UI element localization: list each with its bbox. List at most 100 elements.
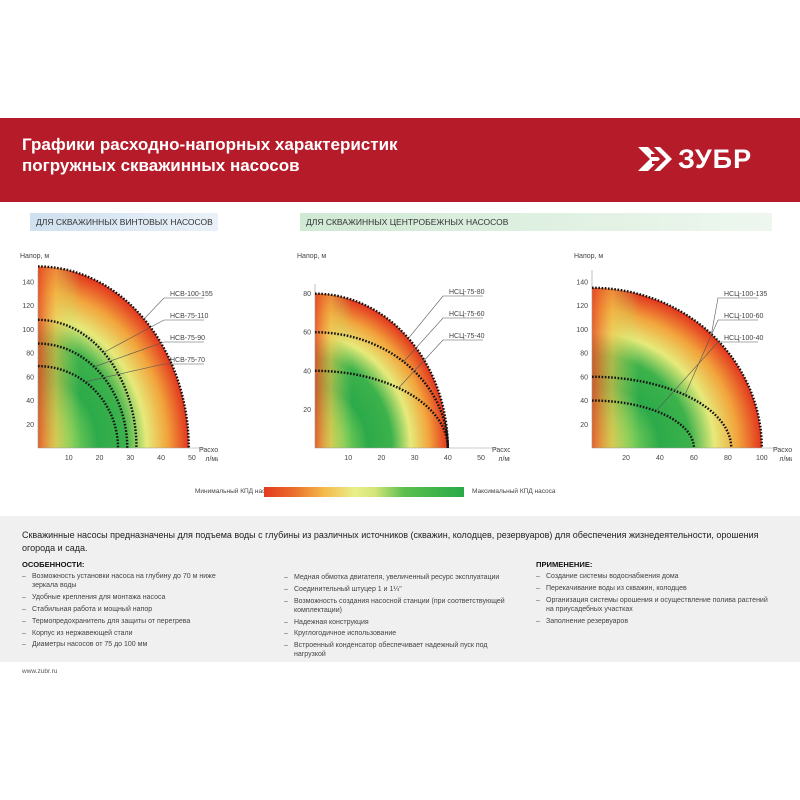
usage-item: Создание системы водоснабжения дома <box>536 572 776 581</box>
x-axis-label: Расход, <box>492 447 510 454</box>
page-title-line-2: погружных скважинных насосов <box>22 156 300 175</box>
features-title: ОСОБЕННОСТИ: <box>22 560 85 569</box>
series-curve <box>591 399 696 449</box>
series-label: НСВ-75-90 <box>170 335 205 342</box>
y-tick-label: 120 <box>22 303 34 310</box>
features-list: Возможность установки насоса на глубину … <box>22 572 242 650</box>
intro-text: Скважинные насосы предназначены для подъ… <box>22 530 759 553</box>
x-tick-label: 20 <box>378 455 386 462</box>
feature-item: Соединительный штуцер 1 и 1¼" <box>284 585 509 594</box>
legend-min-label: Минимальный КПД насоса <box>195 488 276 495</box>
series-callout-line <box>684 319 758 396</box>
x-tick-label: 10 <box>344 455 352 462</box>
brand-name: ЗУБР <box>678 143 753 174</box>
x-tick-label: 30 <box>411 455 419 462</box>
y-tick-label: 60 <box>26 374 34 381</box>
legend-max-label: Максимальный КПД насоса <box>472 488 556 495</box>
x-axis-label: Расход, <box>773 447 792 454</box>
series-callout-line <box>85 363 204 383</box>
feature-item: Возможность установки насоса на глубину … <box>22 572 242 590</box>
series-callout-line <box>403 317 483 362</box>
series-curve <box>314 331 450 449</box>
website-link[interactable]: www.zubr.ru <box>22 668 58 675</box>
x-tick-label: 60 <box>690 455 698 462</box>
features-column: ОСОБЕННОСТИ: Возможность установки насос… <box>22 560 242 652</box>
x-tick-label: 20 <box>96 455 104 462</box>
series-curve <box>591 286 764 449</box>
x-tick-label: 50 <box>188 455 196 462</box>
feature-item: Диаметры насосов от 75 до 100 мм <box>22 640 242 649</box>
page-title: Графики расходно-напорных характеристик … <box>22 134 398 176</box>
series-callout-line <box>94 341 204 368</box>
series-callout-line <box>103 319 204 353</box>
feature-item: Стабильная работа и мощный напор <box>22 605 242 614</box>
y-axis-label: Напор, м <box>297 253 326 260</box>
y-tick-label: 100 <box>576 327 588 334</box>
series-curve <box>314 369 450 449</box>
series-callout-line <box>655 341 758 412</box>
series-label: НСЦ-100-40 <box>724 335 764 342</box>
y-tick-label: 20 <box>580 422 588 429</box>
series-label: НСЦ-75-40 <box>449 333 485 340</box>
feature-item: Медная обмотка двигателя, увеличенный ре… <box>284 573 509 582</box>
x-tick-label: 10 <box>65 455 73 462</box>
series-callout-line <box>711 297 758 335</box>
series-callout-line <box>398 339 483 389</box>
features-list-2: Медная обмотка двигателя, увеличенный ре… <box>284 573 509 660</box>
usage-item: Перекачивание воды из скважин, колодцев <box>536 584 776 593</box>
series-label: НСВ-75-70 <box>170 357 205 364</box>
series-curve <box>591 375 733 449</box>
efficiency-area-edge <box>315 293 448 448</box>
y-tick-label: 40 <box>580 398 588 405</box>
brand-logo: ЗУБР <box>638 142 752 176</box>
section-label-centrifugal: ДЛЯ СКВАЖИННЫХ ЦЕНТРОБЕЖНЫХ НАСОСОВ <box>300 213 772 231</box>
series-label: НСВ-100-155 <box>170 291 213 298</box>
y-axis-label: Напор, м <box>574 253 603 260</box>
y-tick-label: 120 <box>576 303 588 310</box>
feature-item: Удобные крепления для монтажа насоса <box>22 593 242 602</box>
series-label: НСВ-75-110 <box>170 313 208 320</box>
series-curve <box>37 318 138 449</box>
usage-column: ПРИМЕНЕНИЕ: Создание системы водоснабжен… <box>536 560 776 629</box>
series-label: НСЦ-75-60 <box>449 311 485 318</box>
series-callout-line <box>143 297 204 320</box>
y-tick-label: 140 <box>22 279 34 286</box>
feature-item: Круглогодичное использование <box>284 629 509 638</box>
feature-item: Встроенный конденсатор обеспечивает наде… <box>284 641 509 659</box>
y-tick-label: 20 <box>26 422 34 429</box>
x-tick-label: 40 <box>444 455 452 462</box>
series-callout-line <box>408 295 483 339</box>
y-tick-label: 80 <box>26 351 34 358</box>
efficiency-area-edge <box>592 287 762 448</box>
x-axis-unit: л/мин <box>779 456 792 463</box>
efficiency-legend: Минимальный КПД насоса Максимальный КПД … <box>0 484 800 502</box>
info-panel: Скважинные насосы предназначены для подъ… <box>0 516 800 662</box>
x-tick-label: 30 <box>126 455 134 462</box>
y-tick-label: 60 <box>303 330 311 337</box>
y-axis-label: Напор, м <box>20 253 49 260</box>
series-curve <box>314 292 450 449</box>
chart-centrifugal-100: 20 40 60 80 100 20 40 60 80 100 120 140 Напор, м Расх… <box>574 253 792 463</box>
chart-screw-pumps: 10 20 30 40 50 20 40 60 80 100 120 140 Напор, м Расхо… <box>20 253 218 463</box>
y-tick-label: 100 <box>22 327 34 334</box>
usage-item: Заполнение резервуаров <box>536 617 776 626</box>
x-axis-unit: л/мин <box>498 456 510 463</box>
x-tick-label: 100 <box>756 455 768 462</box>
y-tick-label: 140 <box>576 279 588 286</box>
y-tick-label: 40 <box>303 368 311 375</box>
x-tick-label: 40 <box>656 455 664 462</box>
series-curve <box>37 364 120 449</box>
zubr-arrow-logo-icon <box>638 147 672 171</box>
legend-gradient-bar <box>264 487 464 497</box>
features-column-2: Медная обмотка двигателя, увеличенный ре… <box>284 573 509 662</box>
x-axis-unit: л/мин <box>205 456 218 463</box>
x-tick-label: 20 <box>622 455 630 462</box>
feature-item: Возможность создания насосной станции (п… <box>284 597 509 615</box>
series-label: НСЦ-100-135 <box>724 291 767 298</box>
y-tick-label: 80 <box>303 291 311 298</box>
series-label: НСЦ-100-60 <box>724 313 764 320</box>
feature-item: Надежная конструкция <box>284 618 509 627</box>
x-tick-label: 50 <box>477 455 485 462</box>
page-title-line-1: Графики расходно-напорных характеристик <box>22 135 398 154</box>
y-tick-label: 40 <box>26 398 34 405</box>
